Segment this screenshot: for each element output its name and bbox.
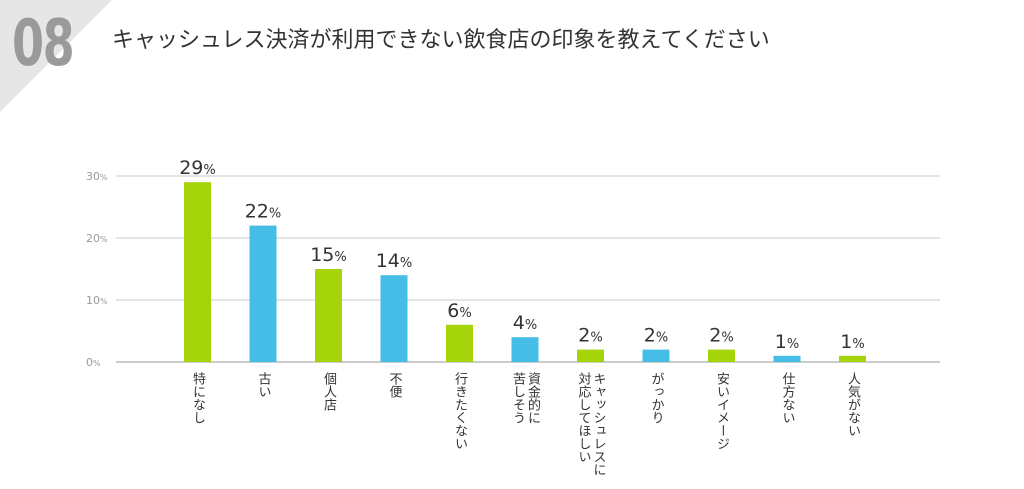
bar-1 [184, 182, 211, 362]
category-label: 特になし [190, 372, 205, 424]
category-label: 仕方ない [779, 372, 795, 424]
data-label: 14% [376, 250, 413, 272]
y-tick-label: 30% [86, 170, 108, 183]
bar-3 [315, 269, 342, 362]
bar-4 [380, 275, 408, 362]
data-label: 15% [310, 244, 347, 266]
data-label: 4% [513, 312, 537, 334]
bar-11 [839, 355, 866, 362]
y-tick-label: 20% [86, 232, 108, 245]
data-label: 1% [840, 331, 864, 353]
bar-9 [708, 349, 735, 362]
data-label: 2% [578, 325, 602, 347]
category-label: 安いイメージ [714, 372, 729, 450]
data-label: 2% [644, 325, 668, 347]
category-label: 個人店 [321, 372, 336, 411]
bar-6 [511, 337, 539, 362]
y-tick-label: 10% [86, 294, 108, 307]
y-tick-label: 0% [86, 356, 101, 369]
data-label: 29% [179, 157, 216, 179]
category-label: がっかり [648, 372, 664, 424]
bar-8 [642, 349, 670, 362]
data-label: 2% [709, 325, 733, 347]
bar-5 [446, 324, 473, 362]
question-title: キャッシュレス決済が利用できない飲食店の印象を教えてください [112, 28, 770, 53]
question-number: 08 [12, 7, 75, 81]
bar-10 [773, 355, 801, 362]
category-label: 古い [255, 372, 271, 398]
bar-7 [577, 349, 604, 362]
category-label: 行きたくない [452, 372, 467, 450]
category-label: キャッシュレスに対応してほしい [575, 372, 606, 476]
category-label: 資金的に苦しそう [510, 372, 540, 424]
category-label: 人気がない [845, 372, 860, 437]
data-label: 22% [245, 201, 282, 223]
data-label: 1% [775, 331, 799, 353]
category-label: 不便 [386, 372, 402, 398]
bar-2 [249, 225, 277, 362]
data-label: 6% [447, 300, 471, 322]
